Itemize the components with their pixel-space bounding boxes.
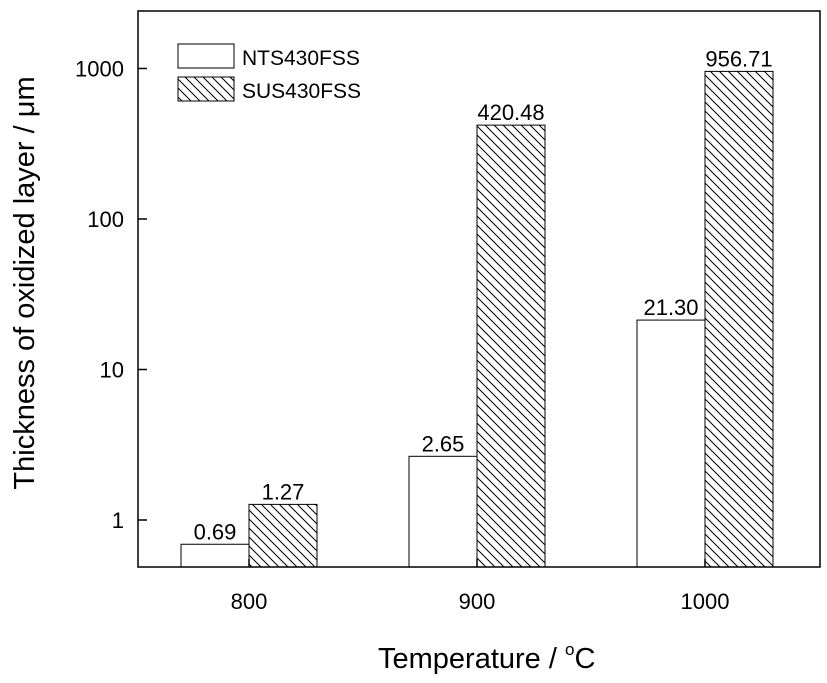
data-label-sus430fss-800: 1.27 [262,479,305,504]
data-label-nts430fss-1000: 21.30 [643,295,698,320]
data-label-nts430fss-800: 0.69 [194,519,237,544]
bar-sus430fss-900 [476,124,546,568]
y-tick-label: 100 [87,207,124,232]
y-tick-label: 1 [112,508,124,533]
y-axis-title: Thickness of oxidized layer / μm [9,76,41,489]
legend: NTS430FSS SUS430FSS [177,43,361,103]
data-label-sus430fss-1000: 956.71 [705,46,772,71]
plot-frame [137,10,821,568]
x-tick-label: 800 [231,589,268,614]
x-axis: 800 900 1000 [231,559,730,614]
data-label-nts430fss-900: 2.65 [422,431,465,456]
legend-label-sus430fss: SUS430FSS [242,80,361,103]
x-tick-label: 1000 [681,589,730,614]
x-axis-title: Temperature / oC [378,640,595,675]
bar-nts430fss-900 [408,455,478,568]
bars-layer [180,70,774,568]
degree-mark: o [565,640,574,659]
data-labels-layer: 0.69 2.65 21.30 1.27 420.48 956.71 [194,46,773,544]
y-tick-label: 1000 [75,57,124,82]
legend-swatch-nts430fss [177,43,235,69]
x-tick-label: 900 [459,589,496,614]
legend-label-nts430fss: NTS430FSS [242,47,360,70]
bar-nts430fss-800 [180,543,250,568]
data-label-sus430fss-900: 420.48 [477,100,544,125]
bar-sus430fss-800 [248,503,318,568]
y-tick-label: 10 [100,358,124,383]
bar-sus430fss-1000 [704,70,774,568]
bar-nts430fss-1000 [636,319,706,568]
legend-swatch-sus430fss [177,76,235,102]
y-axis: 1 10 100 1000 [75,57,147,533]
